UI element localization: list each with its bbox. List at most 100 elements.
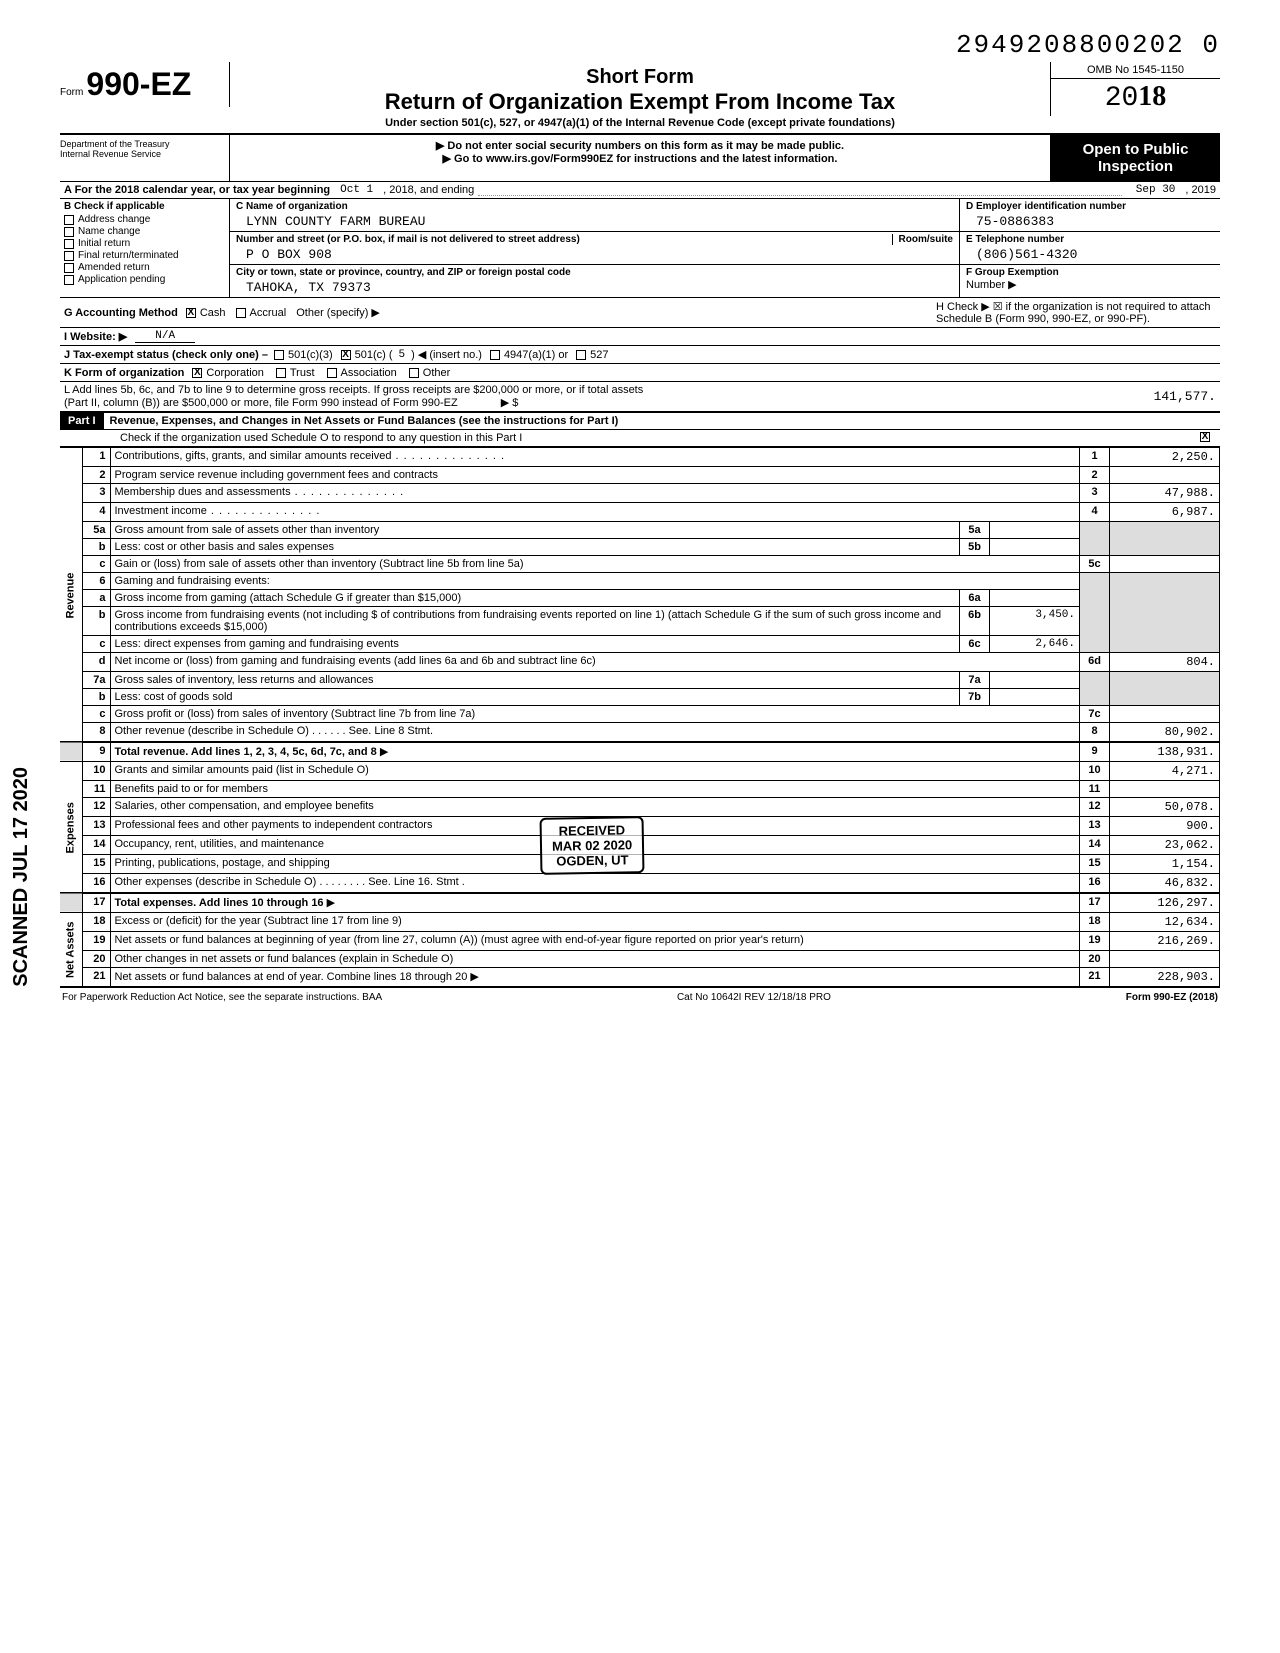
val-5b <box>990 539 1080 556</box>
org-name: LYNN COUNTY FARM BUREAU <box>236 212 953 229</box>
scanned-stamp: SCANNED JUL 17 2020 <box>10 767 33 987</box>
val-6d: 804. <box>1110 653 1220 672</box>
val-5a <box>990 522 1080 539</box>
footer-right: Form 990-EZ (2018) <box>1126 992 1218 1003</box>
chk-name-change[interactable] <box>64 227 74 237</box>
tax-year: 20201818 <box>1051 79 1220 116</box>
part-1-tag: Part I <box>60 413 104 429</box>
revenue-label: Revenue <box>60 448 82 743</box>
chk-cash[interactable] <box>186 308 196 318</box>
val-19: 216,269. <box>1110 932 1220 951</box>
val-6b: 3,450. <box>990 607 1080 636</box>
chk-other-org[interactable] <box>409 368 419 378</box>
val-4: 6,987. <box>1110 503 1220 522</box>
val-16: 46,832. <box>1110 874 1220 894</box>
val-7a <box>990 672 1080 689</box>
val-18: 12,634. <box>1110 913 1220 932</box>
row-j: J Tax-exempt status (check only one) – 5… <box>60 346 1220 364</box>
val-11 <box>1110 781 1220 798</box>
row-k: K Form of organization Corporation Trust… <box>60 364 1220 382</box>
val-20 <box>1110 951 1220 968</box>
form-number: 990-EZ <box>86 66 191 102</box>
val-7b <box>990 689 1080 706</box>
financial-table: Revenue 1 Contributions, gifts, grants, … <box>60 447 1220 987</box>
val-5c <box>1110 556 1220 573</box>
val-9: 138,931. <box>1110 742 1220 762</box>
subtitle: Under section 501(c), 527, or 4947(a)(1)… <box>236 117 1044 129</box>
part-1-header: Part I Revenue, Expenses, and Changes in… <box>60 413 1220 430</box>
val-7c <box>1110 706 1220 723</box>
val-21: 228,903. <box>1110 968 1220 987</box>
footer-left: For Paperwork Reduction Act Notice, see … <box>62 992 382 1003</box>
chk-schedule-o[interactable] <box>1200 432 1210 442</box>
chk-final-return[interactable] <box>64 251 74 261</box>
chk-4947[interactable] <box>490 350 500 360</box>
val-1: 2,250. <box>1110 448 1220 467</box>
chk-527[interactable] <box>576 350 586 360</box>
short-form-label: Short Form <box>236 66 1044 89</box>
val-14: 23,062. <box>1110 836 1220 855</box>
street-cell: Number and street (or P.O. box, if mail … <box>230 232 960 264</box>
val-10: 4,271. <box>1110 762 1220 781</box>
val-12: 50,078. <box>1110 798 1220 817</box>
open-to-public: Open to Public Inspection <box>1051 135 1220 181</box>
phone: (806)561-4320 <box>966 245 1214 262</box>
tax-period-row: A For the 2018 calendar year, or tax yea… <box>60 182 1220 199</box>
form-header: Form 990-EZ Short Form Return of Organiz… <box>60 62 1220 135</box>
footer-mid: Cat No 10642I REV 12/18/18 PRO <box>677 992 831 1003</box>
val-13: 900. <box>1110 817 1220 836</box>
received-stamp: RECEIVED MAR 02 2020 OGDEN, UT <box>540 816 645 875</box>
val-6a <box>990 590 1080 607</box>
row-l: L Add lines 5b, 6c, and 7b to line 9 to … <box>60 382 1220 413</box>
chk-association[interactable] <box>327 368 337 378</box>
treasury-dept: Department of the Treasury <box>60 139 223 149</box>
gross-receipts: 141,577. <box>1106 389 1216 404</box>
period-end: Sep 30 <box>1136 184 1176 196</box>
period-begin: Oct 1 <box>340 184 373 196</box>
section-b: B Check if applicable Address change Nam… <box>60 199 230 297</box>
val-3: 47,988. <box>1110 484 1220 503</box>
chk-address-change[interactable] <box>64 215 74 225</box>
period-year-end: , 2019 <box>1185 184 1216 196</box>
netassets-label: Net Assets <box>60 913 82 987</box>
val-2 <box>1110 467 1220 484</box>
phone-cell: E Telephone number (806)561-4320 <box>960 232 1220 264</box>
ein: 75-0886383 <box>966 212 1214 229</box>
period-mid: , 2018, and ending <box>383 184 474 196</box>
val-8: 80,902. <box>1110 723 1220 743</box>
chk-accrual[interactable] <box>236 308 246 318</box>
part-1-subtitle: Check if the organization used Schedule … <box>60 430 1220 447</box>
chk-pending[interactable] <box>64 275 74 285</box>
chk-501c[interactable] <box>341 350 351 360</box>
omb-number: OMB No 1545-1150 <box>1051 62 1220 79</box>
chk-amended[interactable] <box>64 263 74 273</box>
street: P O BOX 908 <box>236 245 953 262</box>
h-text: H Check ▶ ☒ if the organization is not r… <box>936 300 1216 325</box>
b-header: B Check if applicable <box>64 201 225 212</box>
header-row-2: Department of the Treasury Internal Reve… <box>60 135 1220 182</box>
group-exemption-cell: F Group Exemption Number ▶ <box>960 265 1220 297</box>
period-label: A For the 2018 calendar year, or tax yea… <box>64 184 330 196</box>
city-cell: City or town, state or province, country… <box>230 265 960 297</box>
document-id: 2949208800202 0 <box>60 30 1220 60</box>
val-15: 1,154. <box>1110 855 1220 874</box>
chk-501c3[interactable] <box>274 350 284 360</box>
part-1-title: Revenue, Expenses, and Changes in Net As… <box>104 413 1220 429</box>
notice-2: ▶ Go to www.irs.gov/Form990EZ for instru… <box>236 152 1044 165</box>
form-prefix: Form <box>60 87 83 98</box>
chk-initial-return[interactable] <box>64 239 74 249</box>
val-6c: 2,646. <box>990 636 1080 653</box>
chk-trust[interactable] <box>276 368 286 378</box>
val-17: 126,297. <box>1110 893 1220 913</box>
info-grid: B Check if applicable Address change Nam… <box>60 199 1220 298</box>
row-i: I Website: ▶ N/A <box>60 328 1220 346</box>
501c-number: 5 <box>393 349 412 361</box>
irs-label: Internal Revenue Service <box>60 149 223 159</box>
chk-corporation[interactable] <box>192 368 202 378</box>
website-val: N/A <box>135 330 195 343</box>
org-name-cell: C Name of organization LYNN COUNTY FARM … <box>230 199 960 231</box>
city: TAHOKA, TX 79373 <box>236 278 953 295</box>
main-title: Return of Organization Exempt From Incom… <box>236 89 1044 115</box>
expenses-label: Expenses <box>60 762 82 894</box>
ein-cell: D Employer identification number 75-0886… <box>960 199 1220 231</box>
